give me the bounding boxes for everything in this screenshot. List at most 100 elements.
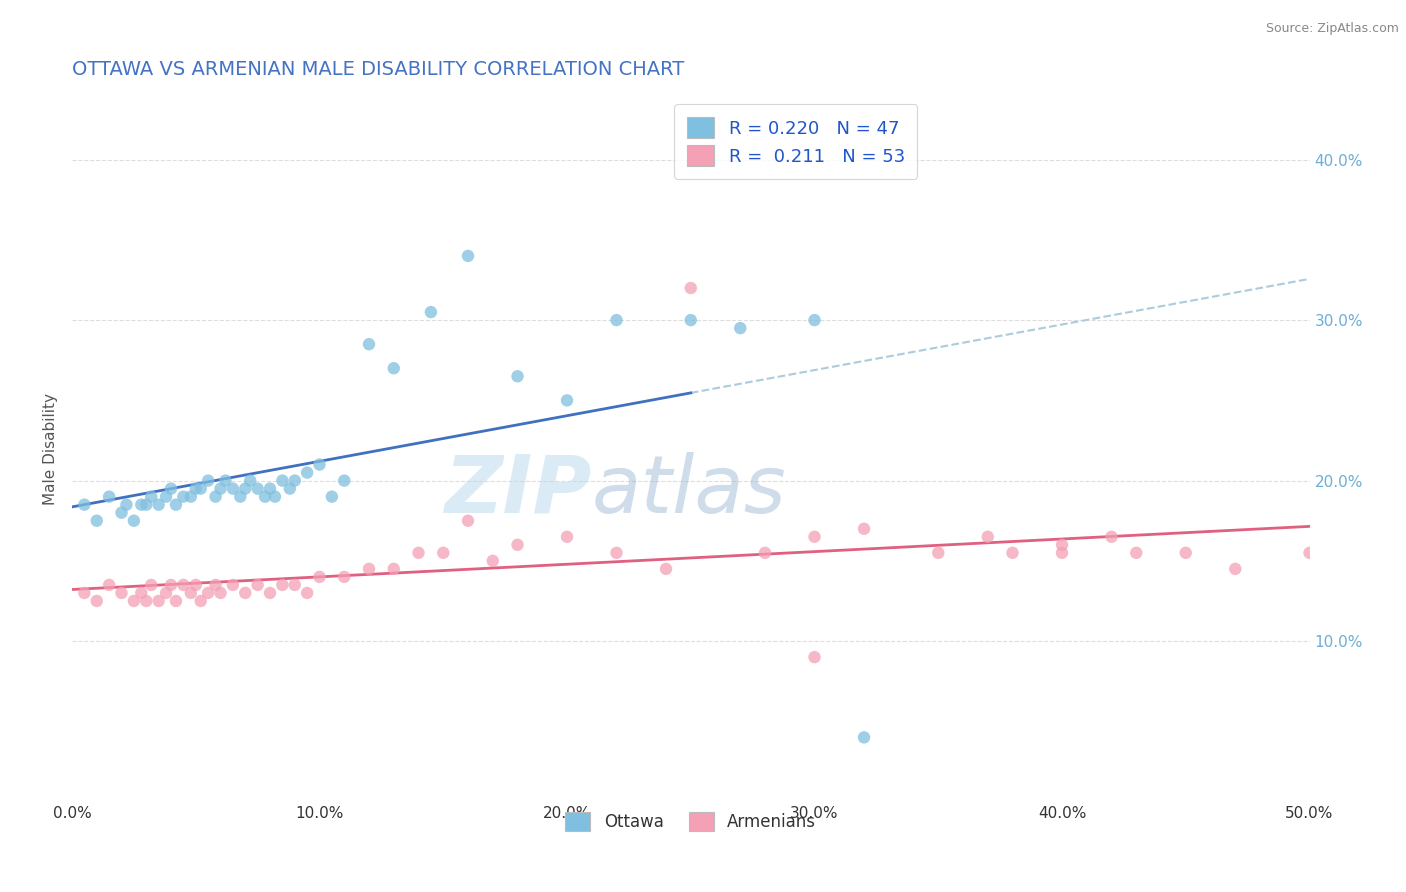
Point <box>284 578 307 592</box>
Point <box>122 514 145 528</box>
Point <box>135 498 157 512</box>
Point <box>259 586 281 600</box>
Point <box>180 490 202 504</box>
Point <box>803 650 825 665</box>
Point <box>115 498 138 512</box>
Point <box>197 474 219 488</box>
Point <box>110 506 132 520</box>
Point <box>308 458 330 472</box>
Point <box>457 514 479 528</box>
Point <box>419 305 441 319</box>
Point <box>239 474 262 488</box>
Point <box>977 530 1000 544</box>
Point <box>180 586 202 600</box>
Point <box>295 586 318 600</box>
Point <box>803 313 825 327</box>
Point <box>197 586 219 600</box>
Point <box>160 578 183 592</box>
Text: OTTAWA VS ARMENIAN MALE DISABILITY CORRELATION CHART: OTTAWA VS ARMENIAN MALE DISABILITY CORRE… <box>72 60 685 78</box>
Point <box>284 474 307 488</box>
Point <box>141 490 163 504</box>
Point <box>506 538 529 552</box>
Point <box>98 578 121 592</box>
Point <box>264 490 287 504</box>
Point <box>321 490 343 504</box>
Point <box>222 482 245 496</box>
Point <box>1298 546 1320 560</box>
Text: atlas: atlas <box>592 452 786 530</box>
Point <box>204 578 226 592</box>
Point <box>160 482 183 496</box>
Point <box>86 594 108 608</box>
Point <box>131 586 153 600</box>
Point <box>190 594 212 608</box>
Point <box>730 321 752 335</box>
Point <box>754 546 776 560</box>
Point <box>1225 562 1247 576</box>
Point <box>408 546 430 560</box>
Point <box>1125 546 1147 560</box>
Point <box>803 530 825 544</box>
Point <box>254 490 277 504</box>
Point <box>853 731 876 745</box>
Point <box>655 562 678 576</box>
Point <box>73 586 96 600</box>
Text: Source: ZipAtlas.com: Source: ZipAtlas.com <box>1265 22 1399 36</box>
Point <box>209 586 232 600</box>
Point <box>308 570 330 584</box>
Point <box>605 313 627 327</box>
Point <box>165 594 187 608</box>
Point <box>481 554 503 568</box>
Point <box>1101 530 1123 544</box>
Point <box>148 498 170 512</box>
Point <box>853 522 876 536</box>
Point <box>233 482 256 496</box>
Point <box>246 482 269 496</box>
Point <box>73 498 96 512</box>
Point <box>927 546 949 560</box>
Legend: Ottawa, Armenians: Ottawa, Armenians <box>554 800 828 843</box>
Point <box>155 490 177 504</box>
Point <box>86 514 108 528</box>
Point <box>271 474 294 488</box>
Point <box>278 482 301 496</box>
Point <box>122 594 145 608</box>
Point <box>184 482 207 496</box>
Point <box>555 393 578 408</box>
Point <box>1050 546 1073 560</box>
Point <box>222 578 245 592</box>
Text: ZIP: ZIP <box>444 452 592 530</box>
Point <box>184 578 207 592</box>
Point <box>605 546 627 560</box>
Y-axis label: Male Disability: Male Disability <box>44 392 58 505</box>
Point <box>229 490 252 504</box>
Point <box>679 313 702 327</box>
Point <box>155 586 177 600</box>
Point <box>357 562 380 576</box>
Point <box>506 369 529 384</box>
Point <box>457 249 479 263</box>
Point <box>555 530 578 544</box>
Point <box>110 586 132 600</box>
Point <box>382 562 405 576</box>
Point <box>333 570 356 584</box>
Point <box>190 482 212 496</box>
Point <box>172 490 194 504</box>
Point <box>131 498 153 512</box>
Point <box>141 578 163 592</box>
Point <box>1001 546 1024 560</box>
Point <box>204 490 226 504</box>
Point <box>357 337 380 351</box>
Point <box>214 474 236 488</box>
Point <box>333 474 356 488</box>
Point <box>259 482 281 496</box>
Point <box>295 466 318 480</box>
Point <box>271 578 294 592</box>
Point <box>679 281 702 295</box>
Point <box>1174 546 1197 560</box>
Point <box>382 361 405 376</box>
Point <box>165 498 187 512</box>
Point <box>233 586 256 600</box>
Point <box>1050 538 1073 552</box>
Point <box>148 594 170 608</box>
